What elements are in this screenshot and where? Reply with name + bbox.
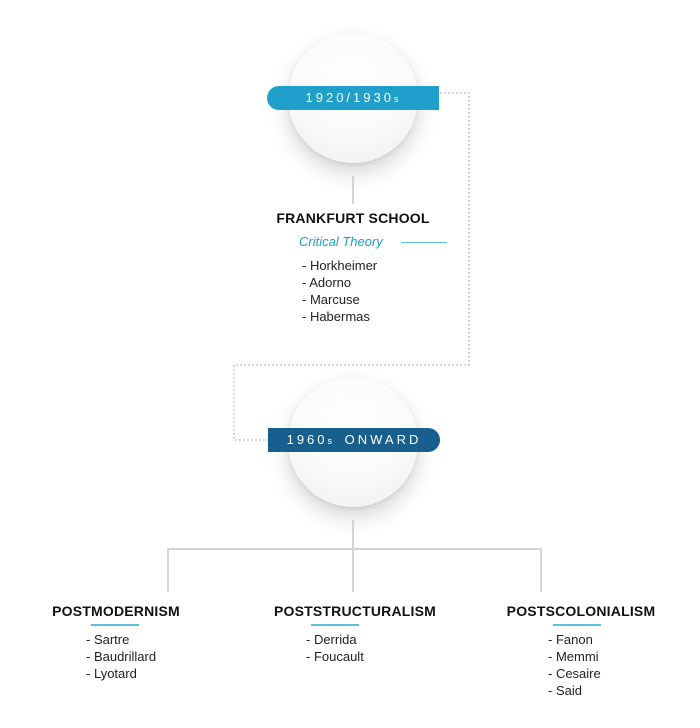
era1-suffix: s: [393, 94, 401, 104]
branch-poststructuralism-underline: [311, 624, 359, 626]
list-item: - Horkheimer: [302, 258, 378, 273]
era2-banner: 1960s ONWARD: [268, 428, 440, 452]
list-item: - Memmi: [548, 649, 599, 664]
list-item: - Foucault: [306, 649, 364, 664]
branch-drop-left: [167, 548, 169, 592]
branch-postscolonialism-members: - Fanon - Memmi - Cesaire - Said: [548, 631, 601, 699]
list-item: - Fanon: [548, 632, 593, 647]
branch-bar: [167, 548, 542, 550]
list-item: - Adorno: [302, 275, 352, 290]
list-item: - Lyotard: [86, 666, 137, 681]
branch-postmodernism-title: POSTMODERNISM: [52, 603, 180, 619]
branch-drop-right: [540, 548, 542, 592]
frankfurt-title: FRANKFURT SCHOOL: [276, 210, 430, 226]
frankfurt-subtitle-underline: [401, 242, 447, 243]
frankfurt-members: - Horkheimer - Adorno - Marcuse - Haberm…: [302, 257, 377, 325]
branch-postscolonialism-underline: [553, 624, 601, 626]
list-item: - Sartre: [86, 632, 130, 647]
branch-postmodernism-members: - Sartre - Baudrillard - Lyotard: [86, 631, 156, 682]
era2-stem: [352, 520, 354, 592]
frankfurt-subtitle: Critical Theory: [299, 234, 383, 249]
list-item: - Habermas: [302, 309, 370, 324]
era1-stem: [352, 176, 354, 204]
list-item: - Said: [548, 683, 582, 698]
era2-years: 1960: [286, 432, 328, 447]
list-item: - Marcuse: [302, 292, 360, 307]
branch-postmodernism-underline: [91, 624, 139, 626]
branch-postscolonialism-title: POSTSCOLONIALISM: [506, 603, 656, 619]
branch-poststructuralism-title: POSTSTRUCTURALISM: [273, 603, 437, 619]
era1-banner: 1920/1930s: [267, 86, 439, 110]
list-item: - Cesaire: [548, 666, 601, 681]
branch-poststructuralism-members: - Derrida - Foucault: [306, 631, 364, 665]
list-item: - Baudrillard: [86, 649, 157, 664]
list-item: - Derrida: [306, 632, 357, 647]
era1-years: 1920/1930: [305, 90, 394, 105]
era2-suffix: s: [327, 436, 335, 446]
era2-label: ONWARD: [344, 432, 422, 447]
